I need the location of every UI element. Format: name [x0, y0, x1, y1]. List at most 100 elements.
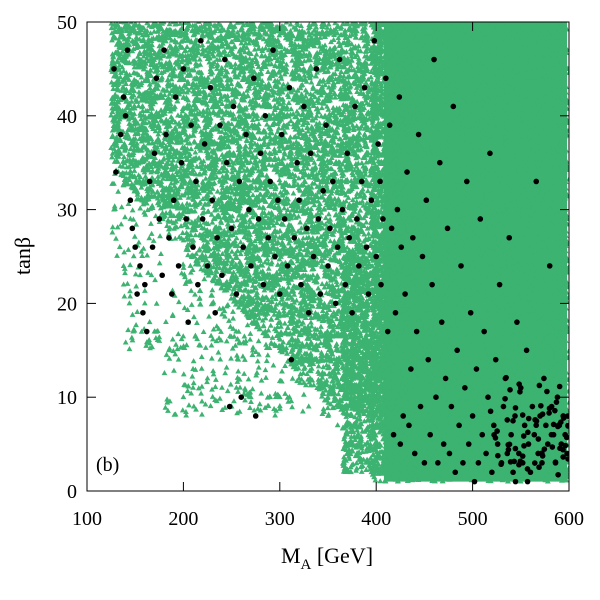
green-triangle-point: [109, 229, 116, 235]
green-triangle-point: [148, 220, 154, 226]
green-triangle-point: [127, 89, 134, 95]
green-triangle-point: [234, 248, 241, 254]
green-triangle-point: [166, 22, 173, 27]
green-triangle-point: [250, 192, 256, 198]
green-triangle-point: [332, 94, 339, 100]
green-triangle-point: [253, 51, 260, 57]
green-triangle-point: [228, 38, 235, 45]
green-triangle-point: [267, 249, 274, 255]
green-triangle-point: [322, 247, 329, 253]
green-triangle-point: [139, 252, 146, 259]
green-triangle-point: [144, 252, 151, 258]
green-triangle-point: [129, 207, 136, 213]
green-triangle-point: [269, 121, 276, 128]
green-triangle-point: [365, 230, 372, 236]
green-triangle-point: [313, 54, 320, 60]
green-triangle-point: [346, 33, 353, 39]
green-triangle-point: [277, 227, 283, 233]
green-triangle-point: [329, 185, 336, 191]
green-triangle-point: [264, 121, 270, 127]
green-triangle-series: [108, 22, 569, 484]
green-triangle-point: [330, 104, 337, 111]
green-triangle-point: [246, 55, 253, 61]
green-triangle-point: [341, 132, 348, 138]
green-triangle-point: [178, 223, 184, 229]
green-triangle-point: [158, 250, 164, 257]
green-triangle-point: [290, 140, 297, 147]
green-triangle-point: [297, 246, 304, 252]
green-triangle-point: [191, 31, 198, 37]
green-triangle-point: [242, 49, 248, 55]
green-triangle-point: [327, 238, 334, 244]
green-triangle-point: [192, 232, 199, 238]
green-triangle-point: [258, 232, 264, 238]
green-triangle-point: [199, 42, 206, 48]
green-triangle-point: [188, 145, 195, 152]
green-triangle-point: [130, 69, 137, 76]
green-triangle-point: [244, 166, 251, 172]
green-triangle-point: [365, 188, 371, 194]
green-triangle-point: [266, 161, 272, 167]
green-triangle-point: [311, 201, 318, 208]
green-triangle-point: [275, 155, 282, 161]
green-triangle-point: [281, 205, 288, 211]
green-triangle-point: [338, 46, 345, 52]
green-triangle-point: [339, 149, 346, 155]
green-triangle-point: [332, 22, 339, 26]
green-triangle-point: [186, 150, 193, 157]
green-triangle-point: [157, 233, 163, 239]
green-triangle-point: [224, 167, 230, 173]
green-triangle-point: [221, 111, 228, 117]
green-triangle-point: [182, 47, 189, 53]
green-triangle-point: [195, 182, 201, 188]
green-triangle-point: [354, 88, 360, 95]
green-triangle-point: [135, 83, 142, 89]
green-triangle-point: [274, 23, 281, 30]
green-triangle-point: [265, 80, 272, 86]
green-triangle-point: [305, 128, 311, 134]
green-triangle-point: [204, 239, 211, 245]
green-triangle-point: [327, 172, 334, 178]
green-triangle-point: [345, 214, 352, 220]
green-triangle-point: [144, 150, 150, 156]
green-triangle-point: [268, 199, 275, 205]
green-triangle-point: [201, 125, 208, 131]
green-triangle-point: [287, 27, 294, 34]
green-triangle-point: [195, 22, 202, 24]
green-triangle-point: [214, 188, 221, 194]
green-triangle-point: [122, 214, 128, 220]
green-triangle-point: [338, 68, 345, 75]
green-triangle-point: [401, 62, 408, 68]
green-triangle-point: [358, 160, 365, 166]
green-triangle-point: [209, 40, 215, 46]
green-triangle-point: [154, 85, 161, 91]
green-triangle-point: [328, 154, 335, 161]
green-triangle-point: [379, 167, 386, 173]
green-triangle-point: [302, 87, 309, 93]
green-triangle-point: [217, 134, 223, 140]
green-triangle-point: [184, 43, 190, 49]
green-triangle-point: [155, 131, 162, 137]
green-triangle-point: [353, 123, 360, 129]
green-triangle-point: [287, 134, 294, 140]
green-triangle-point: [357, 207, 364, 213]
green-triangle-point: [115, 188, 122, 194]
green-triangle-point: [263, 172, 270, 178]
green-triangle-point: [297, 219, 304, 225]
green-triangle-point: [146, 81, 153, 87]
green-triangle-point: [249, 116, 256, 123]
green-triangle-point: [164, 222, 170, 228]
green-triangle-point: [271, 146, 278, 152]
green-triangle-point: [148, 230, 155, 236]
green-triangle-point: [251, 46, 258, 52]
green-triangle-point: [234, 217, 240, 223]
green-triangle-point: [284, 106, 290, 112]
green-triangle-point: [118, 221, 125, 227]
green-triangle-point: [187, 201, 193, 207]
green-triangle-point: [215, 246, 222, 252]
green-triangle-point: [125, 246, 132, 252]
green-triangle-point: [150, 237, 157, 243]
green-triangle-point: [262, 45, 269, 51]
green-triangle-point: [338, 24, 345, 30]
green-triangle-point: [303, 52, 310, 58]
